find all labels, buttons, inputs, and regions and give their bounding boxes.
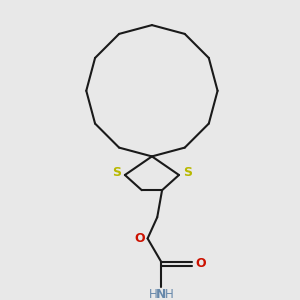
Text: H: H (164, 288, 173, 300)
Text: H: H (149, 288, 158, 300)
Text: S: S (183, 166, 192, 178)
Text: N: N (156, 288, 166, 300)
Text: S: S (112, 166, 121, 178)
Text: O: O (134, 232, 145, 245)
Text: O: O (195, 257, 206, 270)
